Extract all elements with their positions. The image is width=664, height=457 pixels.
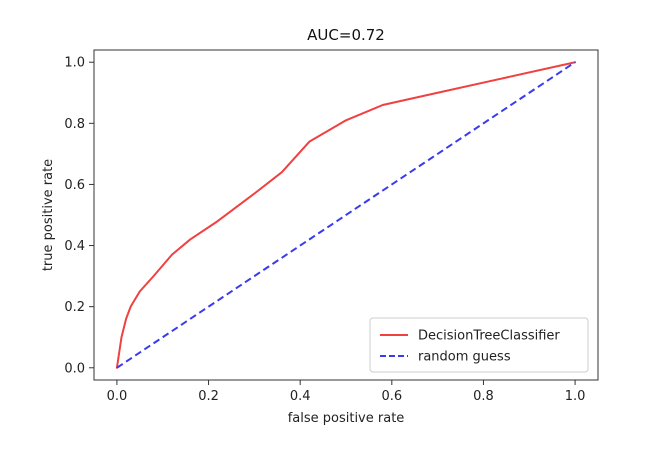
y-axis: 0.0 0.2 0.4 0.6 0.8 1.0 xyxy=(64,56,94,376)
x-tick-label: 0.2 xyxy=(198,389,219,404)
y-tick-label: 1.0 xyxy=(64,56,85,71)
y-tick-label: 0.8 xyxy=(64,117,85,132)
x-tick-label: 0.6 xyxy=(381,389,402,404)
legend-box xyxy=(369,317,589,373)
y-tick-label: 0.2 xyxy=(64,300,85,315)
y-tick-label: 0.6 xyxy=(64,178,85,193)
x-axis: 0.0 0.2 0.4 0.6 0.8 1.0 xyxy=(107,380,586,404)
y-tick-label: 0.4 xyxy=(64,239,85,254)
chart-title: AUC=0.72 xyxy=(307,26,385,44)
x-tick-label: 0.4 xyxy=(290,389,311,404)
x-tick-label: 1.0 xyxy=(565,389,586,404)
legend-label-decision-tree: DecisionTreeClassifier xyxy=(418,329,560,344)
legend-label-random-guess: random guess xyxy=(418,350,511,365)
x-tick-label: 0.8 xyxy=(473,389,494,404)
chart-legend: DecisionTreeClassifier random guess xyxy=(369,317,589,373)
random-guess-line xyxy=(116,61,576,369)
plot-area xyxy=(93,49,599,381)
x-axis-label: false positive rate xyxy=(288,411,405,426)
x-tick-label: 0.0 xyxy=(107,389,128,404)
y-tick-label: 0.0 xyxy=(64,361,85,376)
roc-curve-line xyxy=(115,61,577,369)
y-axis-label: true positive rate xyxy=(41,159,56,271)
